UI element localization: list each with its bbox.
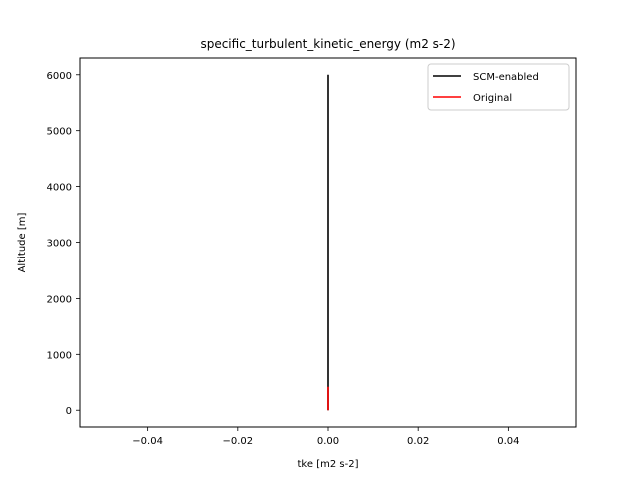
x-axis-ticks: −0.04 −0.02 0.00 0.02 0.04: [132, 427, 519, 447]
y-tick-label: 0: [66, 406, 72, 417]
y-tick-label: 3000: [47, 239, 72, 250]
chart-title: specific_turbulent_kinetic_energy (m2 s-…: [200, 37, 455, 51]
legend-label: SCM-enabled: [473, 72, 539, 83]
x-tick-label: 0.02: [407, 436, 429, 447]
legend: SCM-enabled Original: [427, 63, 570, 111]
y-tick-label: 2000: [47, 294, 72, 305]
y-axis-label: Altitude [m]: [17, 213, 28, 273]
x-tick-label: 0.00: [317, 436, 339, 447]
x-tick-label: 0.04: [497, 436, 519, 447]
x-tick-label: −0.02: [222, 436, 253, 447]
y-tick-label: 6000: [47, 71, 72, 82]
x-tick-label: −0.04: [132, 436, 163, 447]
y-tick-label: 4000: [47, 183, 72, 194]
y-tick-label: 5000: [47, 127, 72, 138]
x-axis-label: tke [m2 s-2]: [298, 459, 359, 470]
y-axis-ticks: 0 1000 2000 3000 4000 5000 6000: [47, 71, 80, 417]
legend-label: Original: [473, 93, 512, 104]
y-tick-label: 1000: [47, 350, 72, 361]
legend-box: [427, 63, 570, 111]
